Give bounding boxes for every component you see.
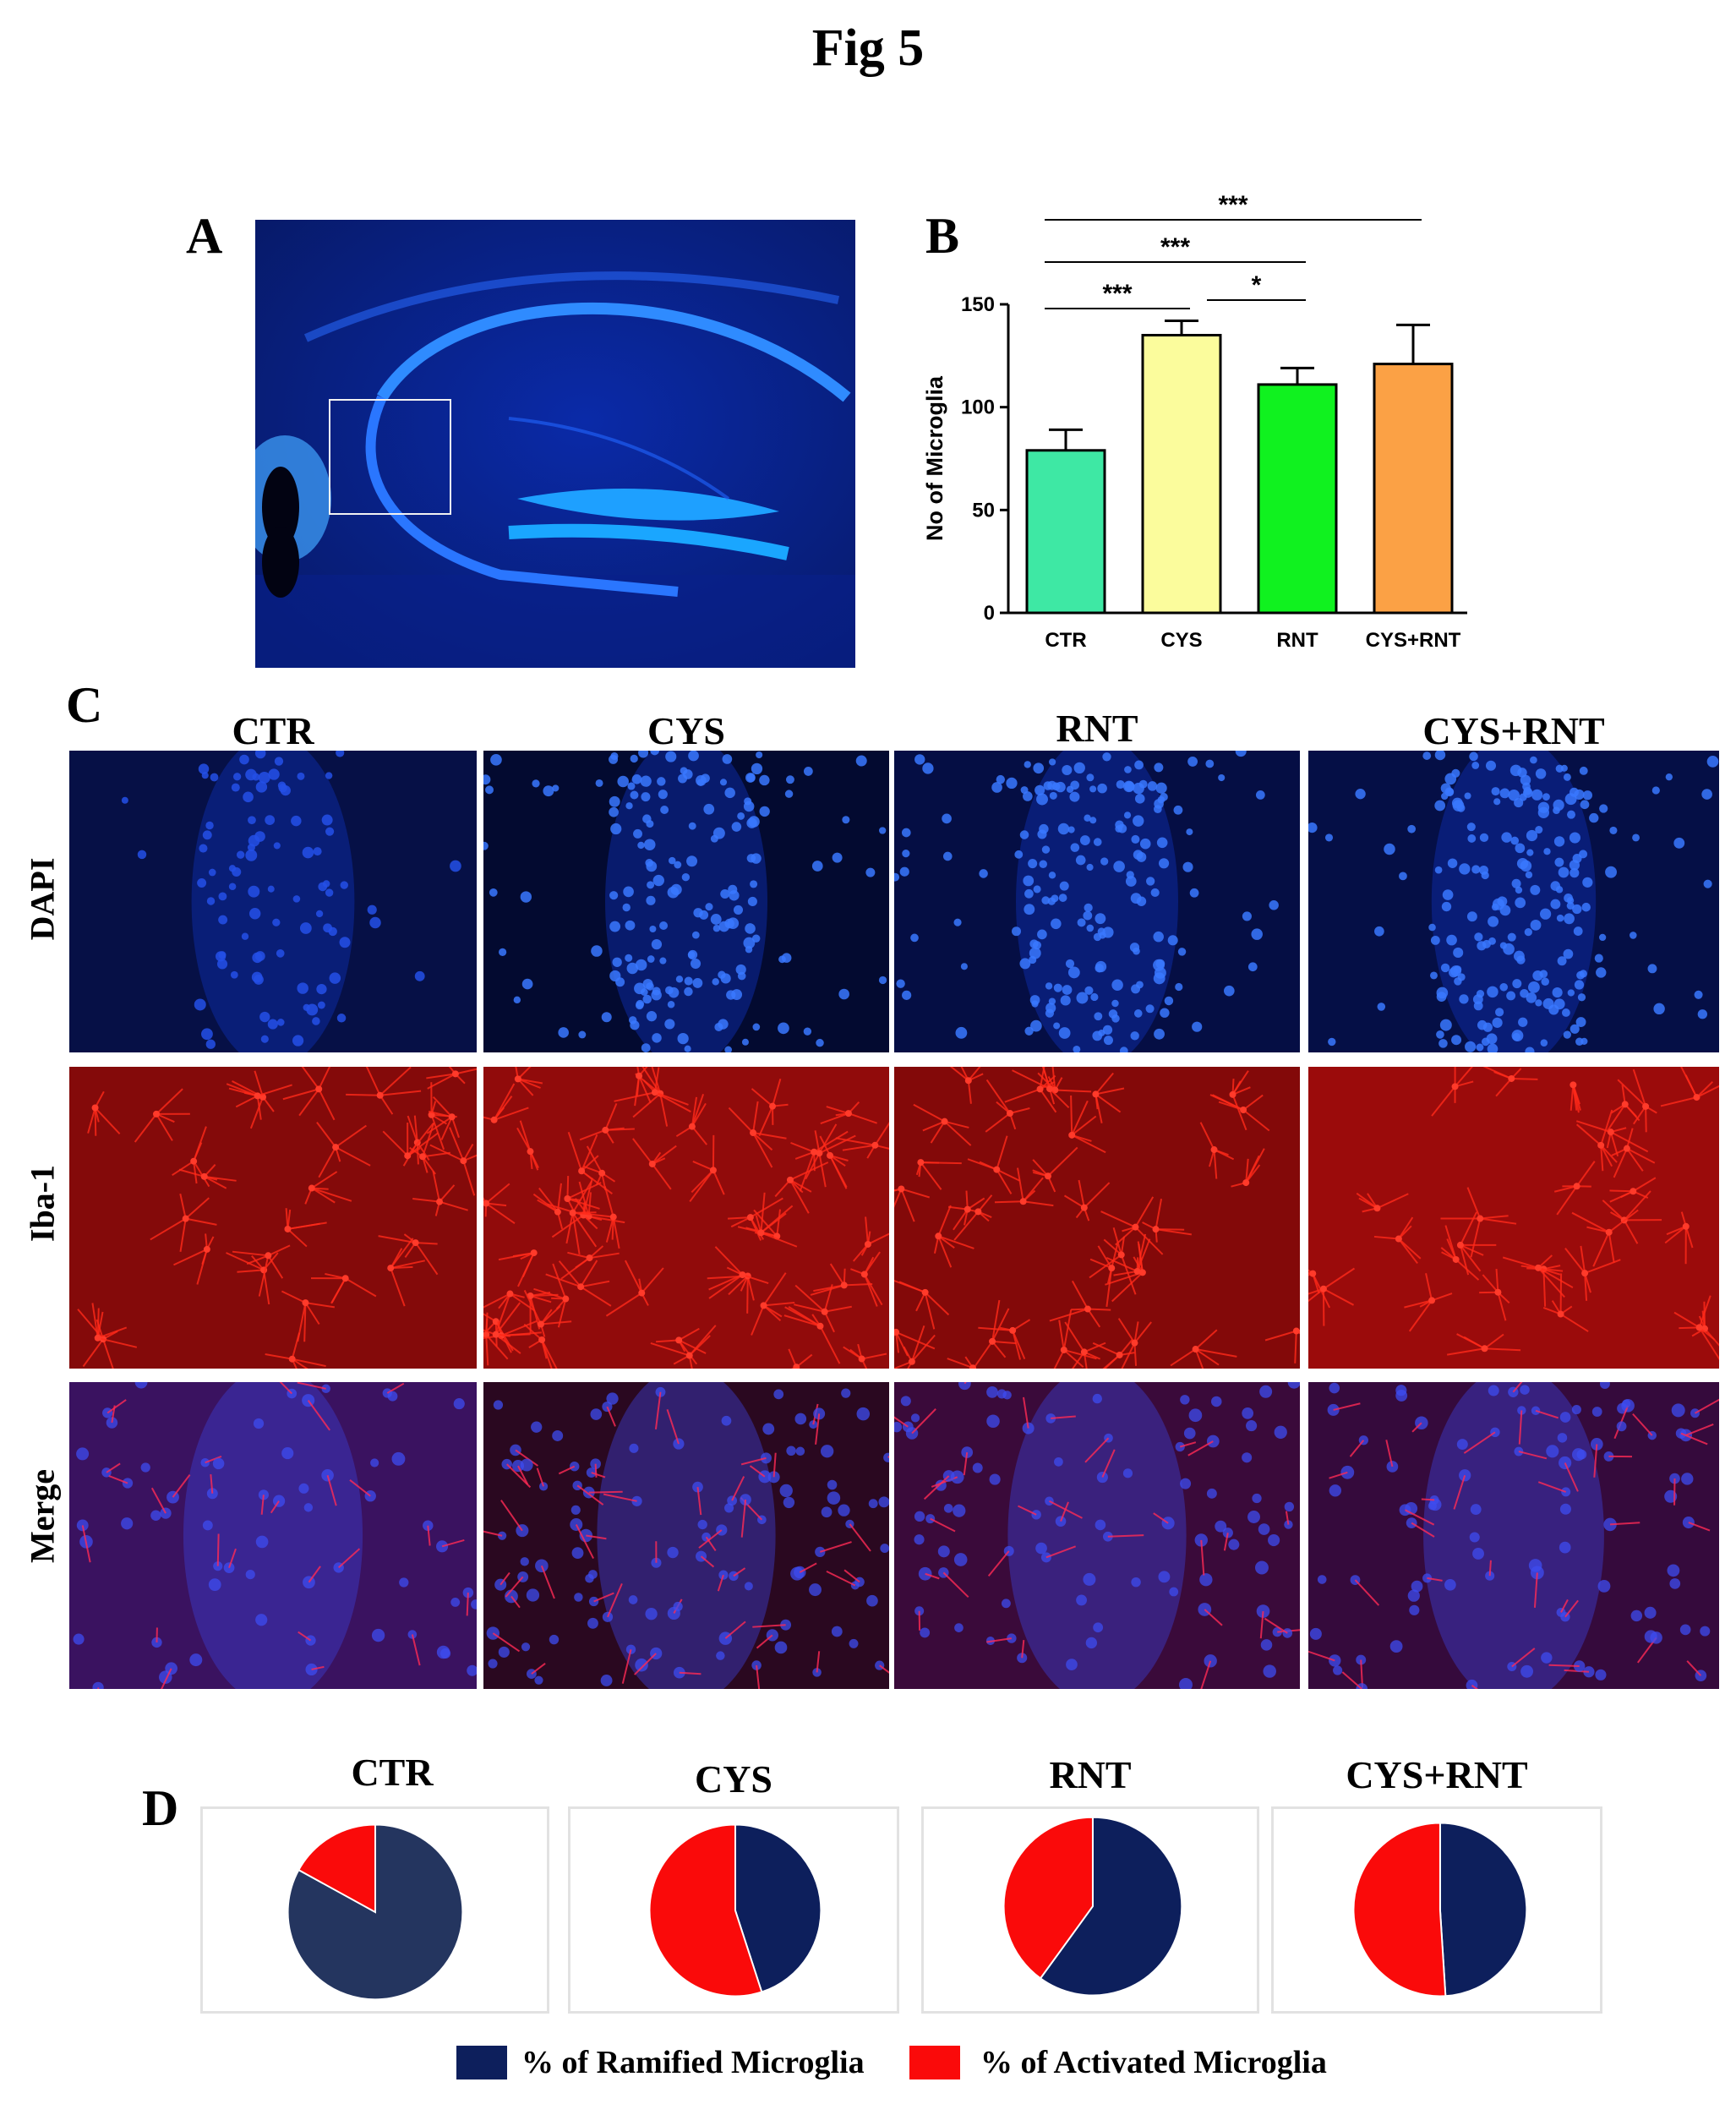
micrograph-merge-cys <box>483 1382 889 1689</box>
micrograph-dapi-cys <box>483 751 889 1052</box>
pie-title-ctr: CTR <box>351 1751 434 1794</box>
panel-c-column-label-ctr: CTR <box>232 709 314 752</box>
micrograph-merge-ctr <box>69 1382 477 1689</box>
y-tick-label: 50 <box>972 499 995 522</box>
y-tick-label: 100 <box>961 396 995 419</box>
legend-label-ramified: % of Ramified Microglia <box>521 2045 865 2080</box>
micrograph-dapi-rnt <box>894 751 1300 1052</box>
pie-title-cys: CYS <box>694 1757 773 1801</box>
bar-cys <box>1141 334 1222 615</box>
microglia-count-bar-chart: 0 50 100 150 No of Microglia CTR CYS RNT CYS+RNT… <box>922 191 1467 652</box>
pie-chart-rnt <box>921 1806 1259 2014</box>
micrograph-iba1-ctr <box>69 1067 477 1369</box>
panel-c-row-label-iba1: Iba-1 <box>23 1164 62 1243</box>
pie-slice-activated <box>298 1823 376 1914</box>
pie-slice-ramified <box>287 1823 464 2001</box>
panel-c-letter: C <box>66 677 103 733</box>
x-tick-label: CYS <box>1160 629 1202 652</box>
panel-d-letter: D <box>142 1780 179 1836</box>
panel-c-row-label-merge: Merge <box>23 1469 62 1564</box>
hippocampus-overview-image <box>255 220 855 668</box>
pie-slice-activated <box>648 1823 763 1998</box>
micrograph-dapi-ctr <box>69 751 477 1052</box>
micrograph-iba1-cys <box>483 1067 889 1369</box>
significance-label: * <box>1252 271 1262 299</box>
x-tick-label: CYS+RNT <box>1366 629 1461 652</box>
pie-slice-ramified <box>1039 1816 1183 1997</box>
bar-rnt <box>1257 383 1338 615</box>
micrograph-merge-cys-rnt <box>1308 1382 1719 1689</box>
micrograph-merge-rnt <box>894 1382 1300 1689</box>
significance-label: *** <box>1102 280 1132 308</box>
pie-slice-ramified <box>734 1823 822 1993</box>
panel-b-letter: B <box>925 208 960 264</box>
significance-label: *** <box>1160 233 1190 261</box>
panel-c-column-label-rnt: RNT <box>1056 707 1138 750</box>
micrograph-iba1-rnt <box>894 1067 1300 1369</box>
legend-label-activated: % of Activated Microglia <box>980 2045 1327 2080</box>
panel-a-letter: A <box>186 208 223 264</box>
panel-c-column-label-cys: CYS <box>647 709 726 752</box>
x-tick-label: CTR <box>1045 629 1086 652</box>
pie-chart-cys-rnt <box>1271 1806 1602 2014</box>
panel-c-row-label-dapi: DAPI <box>23 857 62 941</box>
bar-ctr <box>1025 449 1106 615</box>
panel-c-column-label-cys-rnt: CYS+RNT <box>1422 709 1605 752</box>
pie-slice-activated <box>1002 1816 1094 1980</box>
micrograph-dapi-cys-rnt <box>1308 751 1719 1052</box>
significance-label: *** <box>1218 191 1247 219</box>
x-tick-label: RNT <box>1276 629 1318 652</box>
legend-swatch-ramified <box>456 2046 507 2079</box>
pie-slice-ramified <box>1438 1822 1528 1998</box>
y-axis-label: No of Microglia <box>922 375 947 541</box>
y-tick-label: 0 <box>984 602 995 625</box>
pie-title-rnt: RNT <box>1049 1753 1132 1796</box>
pie-chart-cys <box>568 1806 899 2014</box>
pie-slice-activated <box>1352 1822 1447 1998</box>
bar-cys-rnt <box>1373 363 1454 615</box>
legend-swatch-activated <box>909 2046 960 2079</box>
figure-title: Fig 5 <box>811 19 925 77</box>
pie-title-cys-rnt: CYS+RNT <box>1346 1753 1528 1796</box>
pie-chart-ctr <box>200 1806 549 2014</box>
micrograph-iba1-cys-rnt <box>1308 1067 1719 1369</box>
y-tick-label: 150 <box>961 293 995 316</box>
